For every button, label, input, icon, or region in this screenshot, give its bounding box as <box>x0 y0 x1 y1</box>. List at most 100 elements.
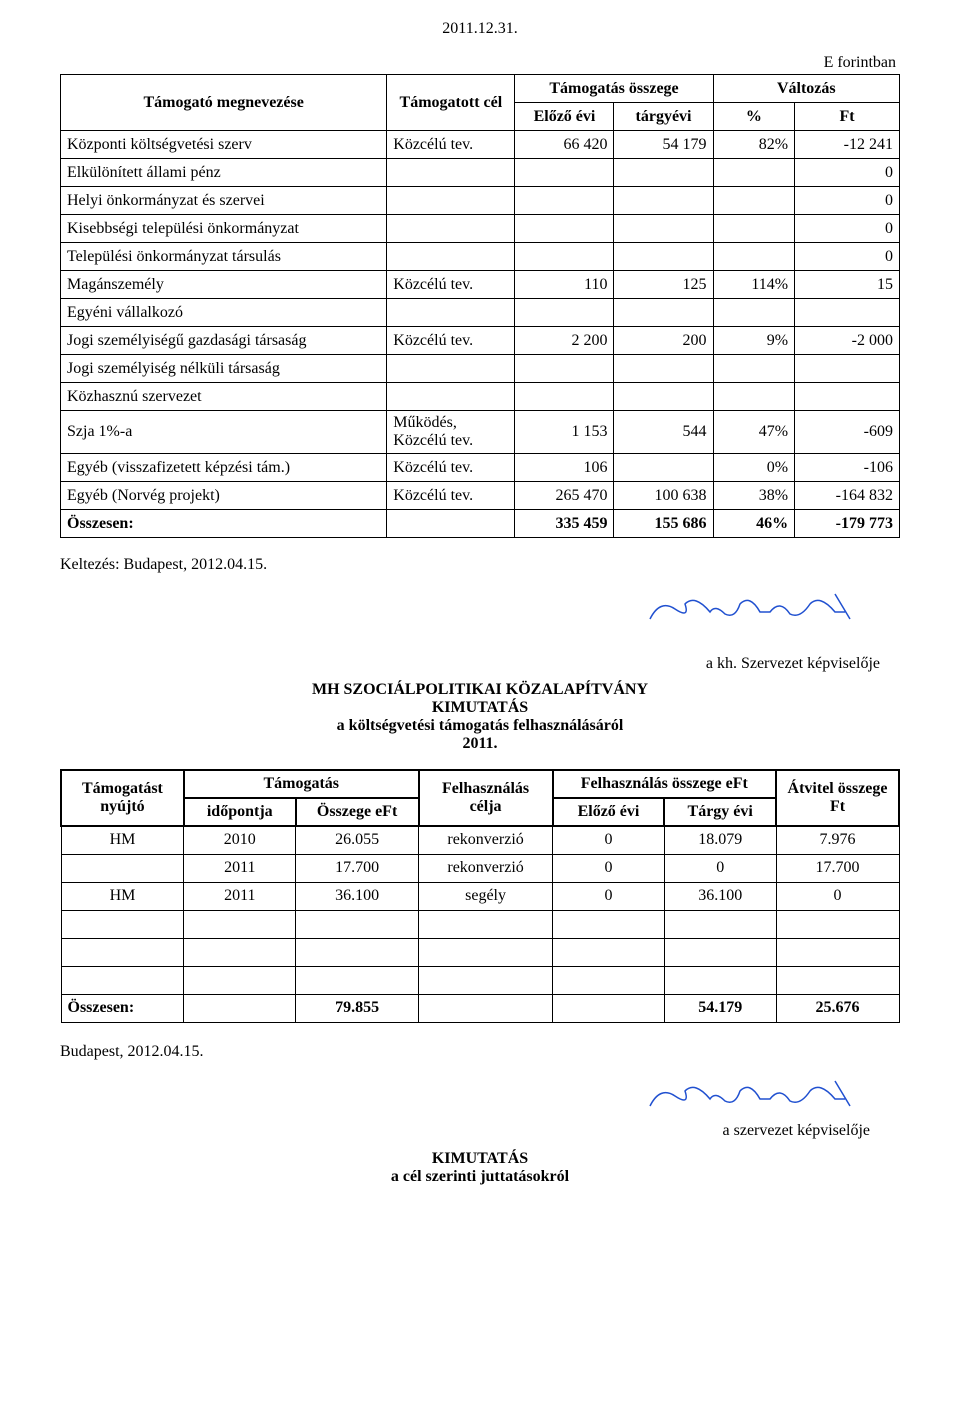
cell-time <box>184 938 296 966</box>
cell-curr: 100 638 <box>614 482 713 510</box>
cell-curr: 54 179 <box>614 131 713 159</box>
th2-transfer: Átvitel összege Ft <box>776 770 899 826</box>
cell-curr <box>614 383 713 411</box>
cell-name: Jogi személyiség nélküli társaság <box>61 355 387 383</box>
cell-goal: Közcélú tev. <box>387 454 515 482</box>
table-row: Központi költségvetési szervKözcélú tev.… <box>61 131 900 159</box>
cell-curr <box>614 355 713 383</box>
cell-prev <box>515 215 614 243</box>
table-row: Egyéb (visszafizetett képzési tám.)Közcé… <box>61 454 900 482</box>
cell-prev: 1 153 <box>515 411 614 454</box>
cell-pct <box>713 243 795 271</box>
cell-prev: 335 459 <box>515 510 614 538</box>
cell-goal: Működés, Közcélú tev. <box>387 411 515 454</box>
cell-prev: 2 200 <box>515 327 614 355</box>
cell-ft: -12 241 <box>795 131 900 159</box>
cell-amount <box>296 938 419 966</box>
cell-prev: 265 470 <box>515 482 614 510</box>
total-row: Összesen:79.85554.17925.676 <box>61 994 899 1022</box>
table-row: Szja 1%-aMűködés, Közcélú tev.1 15354447… <box>61 411 900 454</box>
total-row: Összesen:335 459155 68646%-179 773 <box>61 510 900 538</box>
table-row: HM201026.055rekonverzió018.0797.976 <box>61 826 899 854</box>
cell-goal: Közcélú tev. <box>387 131 515 159</box>
cell-purpose: rekonverzió <box>419 826 553 854</box>
table-row: Jogi személyiségű gazdasági társaságKözc… <box>61 327 900 355</box>
document-date: 2011.12.31. <box>60 20 900 38</box>
table-row: Települési önkormányzat társulás0 <box>61 243 900 271</box>
th2-provider: Támogatást nyújtó <box>61 770 184 826</box>
cell-prev <box>553 966 665 994</box>
cell-goal <box>387 187 515 215</box>
cell-name: Központi költségvetési szerv <box>61 131 387 159</box>
cell-prev <box>515 299 614 327</box>
cell-prev: 0 <box>553 882 665 910</box>
cell-time <box>184 910 296 938</box>
cell-curr <box>664 910 776 938</box>
table-row <box>61 910 899 938</box>
cell-empty <box>419 994 553 1022</box>
cell-prev: 0 <box>553 826 665 854</box>
cell-name: Egyéni vállalkozó <box>61 299 387 327</box>
cell-transfer: 0 <box>776 882 899 910</box>
cell-name: Jogi személyiségű gazdasági társaság <box>61 327 387 355</box>
signature-1 <box>60 584 900 639</box>
cell-ft: -106 <box>795 454 900 482</box>
cell-amount <box>296 910 419 938</box>
cell-name: Egyéb (visszafizetett képzési tám.) <box>61 454 387 482</box>
cell-ft: -2 000 <box>795 327 900 355</box>
cell-goal: Közcélú tev. <box>387 482 515 510</box>
cell-ft <box>795 383 900 411</box>
th-amount: Támogatás összege <box>515 75 713 103</box>
heading-line-3: a költségvetési támogatás felhasználásár… <box>60 717 900 735</box>
usage-table: Támogatást nyújtó Támogatás Felhasználás… <box>60 769 900 1023</box>
signature-2-caption: a szervezet képviselője <box>60 1122 900 1140</box>
cell-time: 2011 <box>184 854 296 882</box>
th2-amount: Összege eFt <box>296 798 419 826</box>
cell-pct <box>713 383 795 411</box>
cell-prev: 110 <box>515 271 614 299</box>
cell-amount: 79.855 <box>296 994 419 1022</box>
cell-provider: HM <box>61 882 184 910</box>
cell-prev <box>515 355 614 383</box>
cell-purpose: segély <box>419 882 553 910</box>
table-row: HM201136.100segély036.1000 <box>61 882 899 910</box>
cell-pct <box>713 187 795 215</box>
cell-pct: 46% <box>713 510 795 538</box>
th-prev: Előző évi <box>515 103 614 131</box>
cell-curr <box>614 454 713 482</box>
dating-1: Keltezés: Budapest, 2012.04.15. <box>60 556 900 574</box>
th-curr: tárgyévi <box>614 103 713 131</box>
table-row: Jogi személyiség nélküli társaság <box>61 355 900 383</box>
currency-label: E forintban <box>60 54 900 72</box>
cell-transfer: 7.976 <box>776 826 899 854</box>
cell-curr: 200 <box>614 327 713 355</box>
cell-ft: 0 <box>795 187 900 215</box>
support-table: Támogató megnevezése Támogatott cél Támo… <box>60 74 900 538</box>
cell-label: Összesen: <box>61 994 184 1022</box>
cell-purpose: rekonverzió <box>419 854 553 882</box>
cell-empty <box>184 994 296 1022</box>
cell-name: Kisebbségi települési önkormányzat <box>61 215 387 243</box>
table-row: Elkülönített állami pénz0 <box>61 159 900 187</box>
cell-prev <box>553 938 665 966</box>
section-2-heading: MH SZOCIÁLPOLITIKAI KÖZALAPÍTVÁNY KIMUTA… <box>60 681 900 753</box>
cell-curr <box>664 938 776 966</box>
cell-curr: 125 <box>614 271 713 299</box>
cell-ft: -179 773 <box>795 510 900 538</box>
cell-curr <box>614 299 713 327</box>
th2-time: időpontja <box>184 798 296 826</box>
cell-ft: 0 <box>795 243 900 271</box>
cell-purpose <box>419 910 553 938</box>
cell-ft: 0 <box>795 159 900 187</box>
th2-curr: Tárgy évi <box>664 798 776 826</box>
cell-ft: -609 <box>795 411 900 454</box>
cell-transfer: 17.700 <box>776 854 899 882</box>
cell-goal <box>387 159 515 187</box>
cell-pct <box>713 299 795 327</box>
cell-empty <box>553 994 665 1022</box>
cell-time: 2011 <box>184 882 296 910</box>
cell-pct <box>713 159 795 187</box>
cell-curr <box>614 215 713 243</box>
cell-amount: 26.055 <box>296 826 419 854</box>
signature-2 <box>60 1071 900 1126</box>
